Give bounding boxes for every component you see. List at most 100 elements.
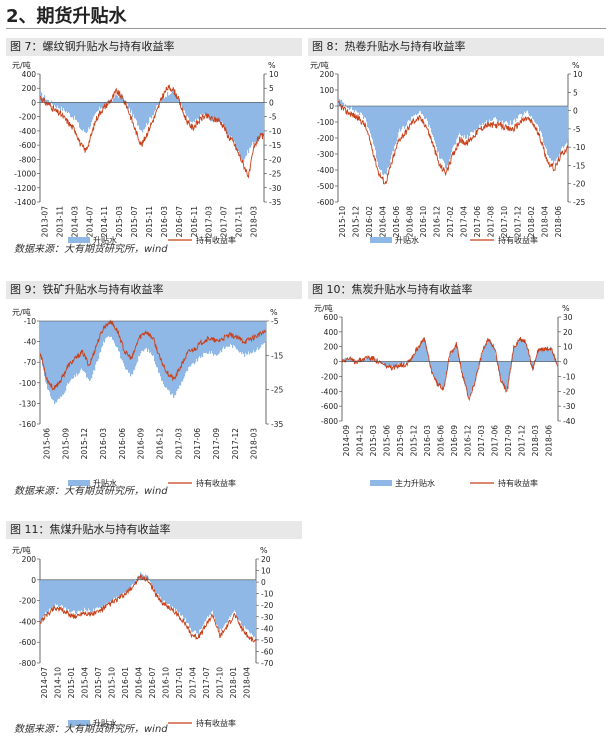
premium-bar [490,340,492,362]
premium-bar [129,579,131,589]
premium-bar [128,321,130,373]
premium-bar [540,106,542,131]
premium-bar [135,321,137,367]
right-tick-label: 5 [573,88,578,97]
x-tick-label: 2016-02 [365,206,374,238]
premium-bar [416,106,418,116]
premium-bar [111,321,113,337]
premium-bar [531,106,533,116]
premium-bar [481,106,483,125]
premium-bar [248,102,250,153]
legend-bar-swatch [68,720,90,726]
premium-bar [152,579,154,589]
x-tick-label: 2017-08 [487,206,496,238]
premium-bar [509,361,511,374]
right-tick-label: -15 [269,141,281,150]
premium-bar [155,321,157,365]
premium-bar [525,106,527,114]
premium-bar [59,579,61,606]
premium-bar [91,579,93,613]
premium-bar [255,579,257,637]
x-tick-label: 2017-10 [215,667,224,699]
premium-bar [446,106,448,169]
premium-bar [168,321,170,390]
premium-bar [567,106,569,139]
premium-bar [435,361,437,382]
premium-bar [243,321,245,354]
premium-bar [429,106,431,125]
premium-bar [93,579,95,609]
premium-bar [221,579,223,631]
premium-bar [547,106,549,155]
premium-bar [361,106,363,113]
premium-bar [437,361,439,386]
premium-bar [427,352,429,362]
premium-bar [234,321,236,346]
premium-bar [482,353,484,362]
premium-bar [175,96,177,103]
premium-bar [144,321,146,350]
premium-bar [120,579,122,597]
premium-bar [515,106,517,122]
right-tick-label: -50 [261,636,273,645]
premium-bar [247,102,249,150]
premium-bar [495,106,497,117]
premium-bar [96,321,98,362]
premium-bar [192,579,194,633]
premium-bar [370,106,372,134]
premium-bar [391,361,393,367]
premium-bar [251,102,253,146]
premium-bar [433,361,435,374]
premium-bar [196,102,198,121]
source-note-1: 数据来源：大有期货研究所，wind [14,244,168,255]
premium-bar [251,579,253,634]
premium-bar [357,359,359,362]
premium-bar [238,321,240,352]
premium-bar [229,102,231,136]
premium-bar [178,100,180,103]
premium-bar [481,355,483,362]
premium-bar [101,579,103,609]
premium-bar [226,579,228,624]
premium-bar [423,106,425,116]
premium-bar [173,321,175,399]
premium-bar [80,579,82,612]
premium-bar [47,579,49,611]
premium-bar [96,102,98,112]
premium-bar [442,106,444,160]
premium-bar [153,102,155,115]
premium-bar [546,349,548,362]
legend-bar-label: 升贴水 [93,718,117,728]
premium-bar [89,102,91,129]
premium-bar [511,106,513,126]
premium-bar [245,321,247,353]
premium-bar [532,106,534,119]
premium-bar [123,321,125,364]
premium-bar [51,321,53,399]
premium-bar [439,361,441,386]
premium-bar [355,106,357,110]
premium-bar [226,321,228,347]
x-tick-label: 2016-10 [161,667,170,699]
premium-bar [158,102,160,106]
premium-bar [238,579,240,620]
premium-bar [522,106,524,117]
premium-bar [524,341,526,362]
chart-10: 图 10：焦炭升贴水与持有收益率 元/吨% 600 400 200 0 -200 -400-… [308,281,604,494]
premium-bar [343,102,345,106]
x-tick-label: 2017-10 [500,206,509,238]
premium-bar [240,102,242,159]
premium-bar [371,106,373,138]
x-tick-label: 2018-03 [250,206,259,238]
premium-bar [353,106,355,111]
premium-bar [112,579,114,602]
premium-bar [163,321,165,385]
premium-bar [224,579,226,625]
premium-bar [41,321,43,360]
left-tick-label: -10 [24,317,36,326]
premium-bar [191,579,193,632]
chart-8: 图 8：热卷升贴水与持有收益率 元/吨% 200 100 0 -100 -200 -300-… [308,38,604,251]
premium-bar [488,106,490,124]
premium-bar [520,338,522,362]
premium-bar [177,579,179,612]
